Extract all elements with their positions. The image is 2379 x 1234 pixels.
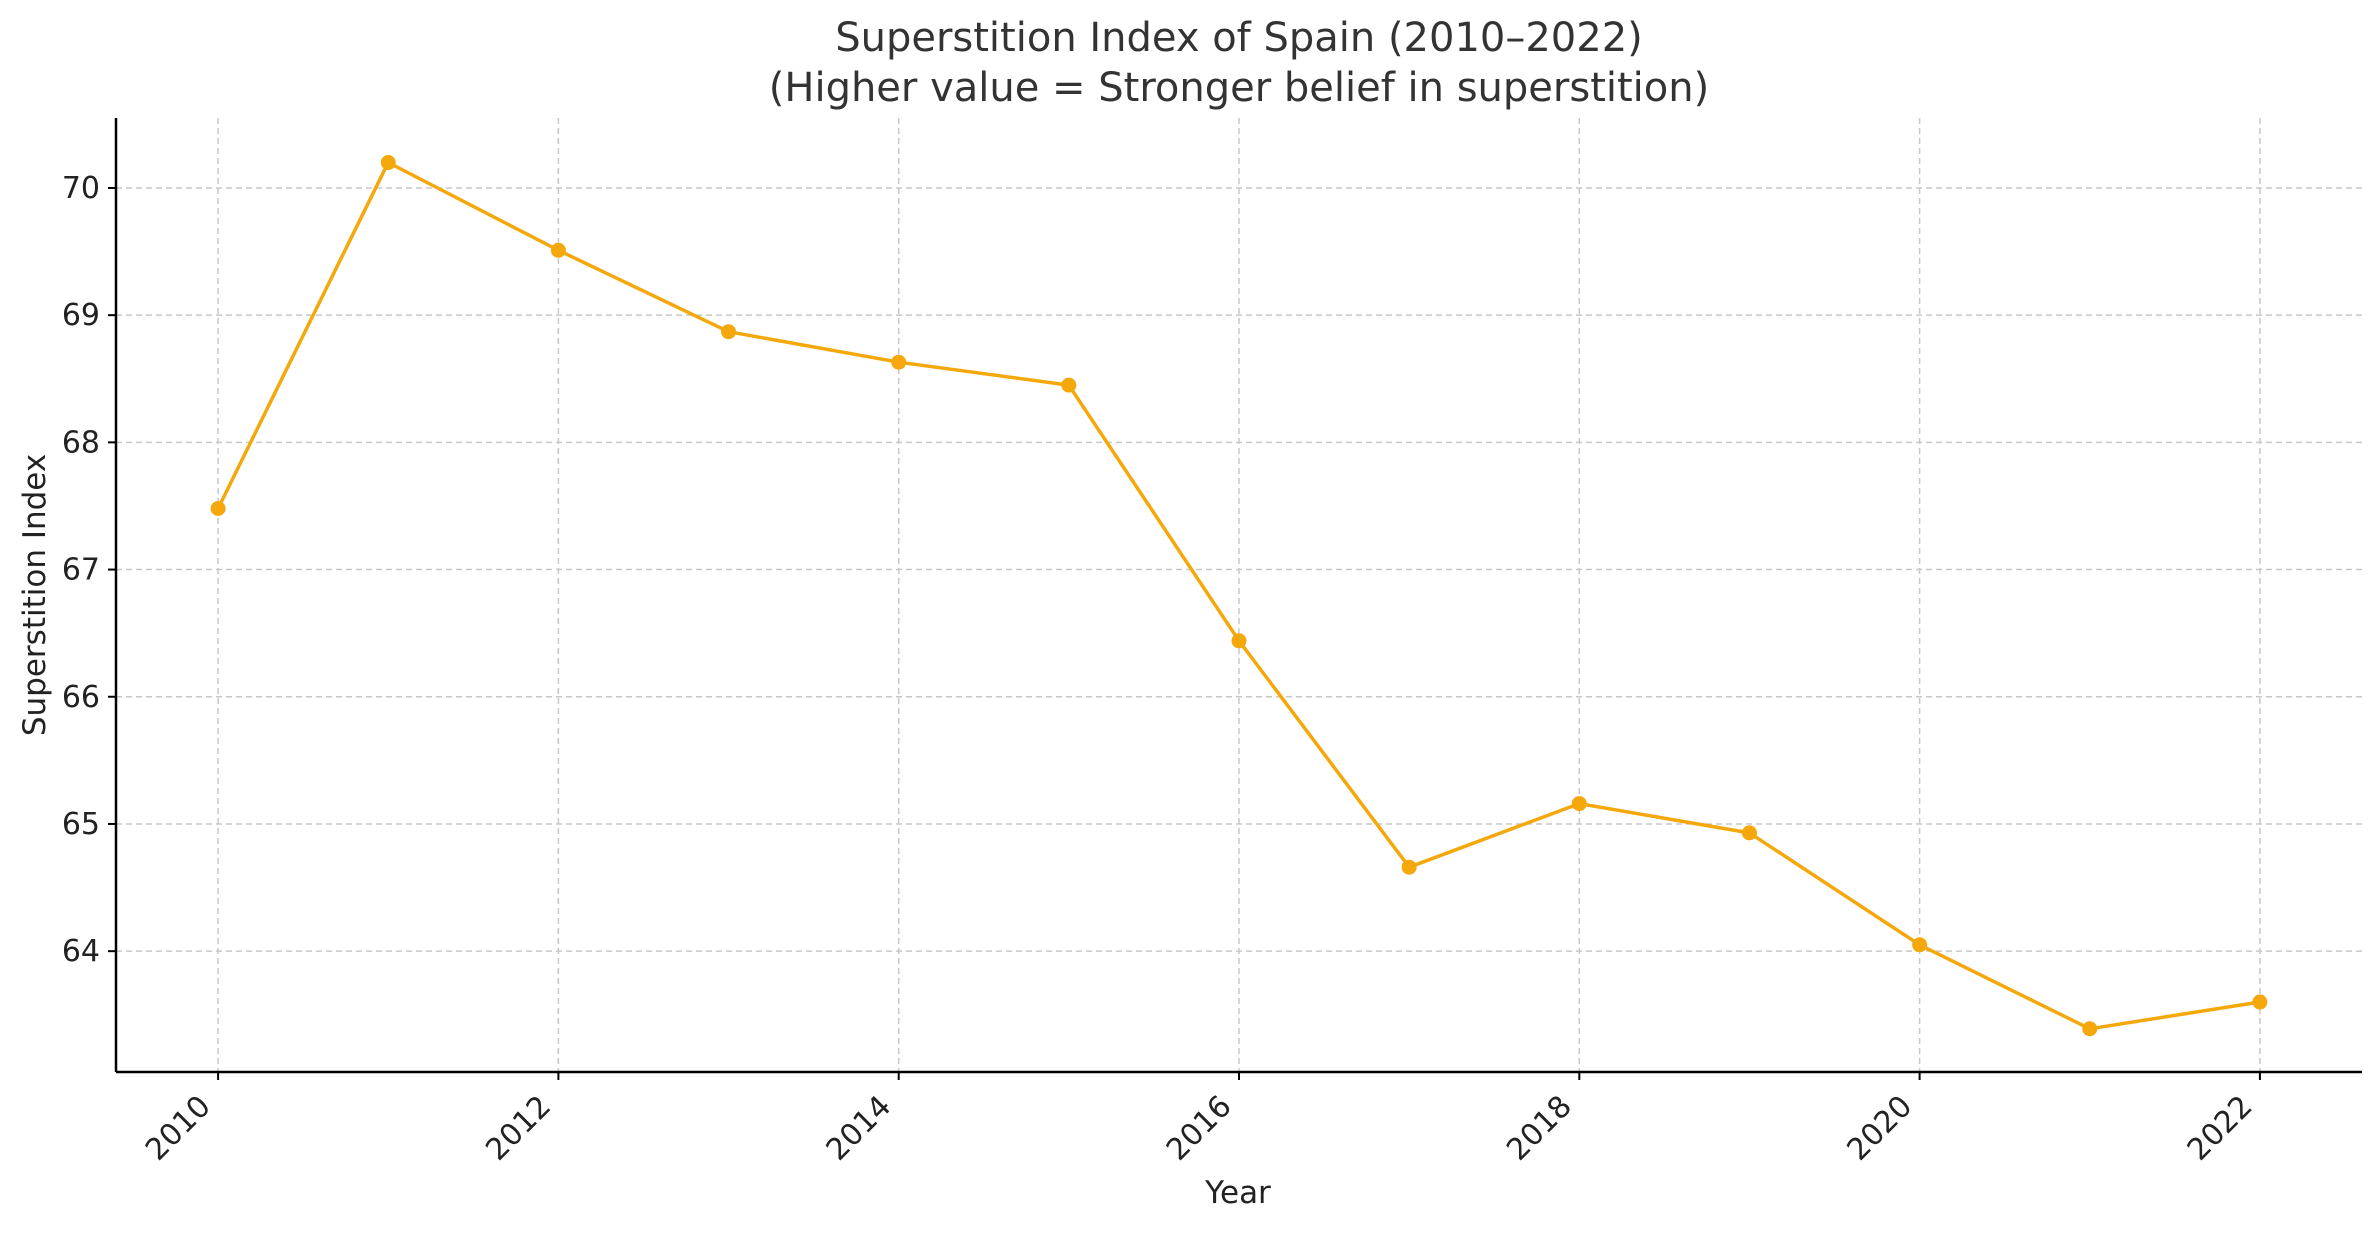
x-tick-label: 2010 bbox=[139, 1089, 218, 1168]
grid bbox=[116, 118, 2362, 1072]
data-point bbox=[380, 155, 396, 171]
y-tick-label: 69 bbox=[62, 298, 100, 333]
y-axis-label: Superstition Index bbox=[17, 454, 53, 736]
data-point bbox=[1401, 859, 1417, 875]
chart-title: Superstition Index of Spain (2010–2022) bbox=[835, 15, 1643, 61]
x-tick-label: 2018 bbox=[1500, 1089, 1579, 1168]
data-point bbox=[1912, 937, 1928, 953]
x-axis-label: Year bbox=[1204, 1175, 1271, 1211]
y-tick-label: 64 bbox=[62, 934, 100, 969]
x-tick-label: 2022 bbox=[2181, 1089, 2260, 1168]
data-point bbox=[210, 501, 226, 517]
data-point bbox=[550, 242, 566, 258]
x-tick-label: 2020 bbox=[1841, 1089, 1920, 1168]
series bbox=[210, 155, 2268, 1037]
y-tick-label: 66 bbox=[62, 680, 100, 715]
data-point bbox=[721, 324, 737, 340]
y-tick-label: 70 bbox=[62, 171, 100, 206]
x-tick-label: 2016 bbox=[1160, 1089, 1239, 1168]
x-tick-label: 2014 bbox=[820, 1089, 899, 1168]
data-point bbox=[1741, 825, 1757, 841]
data-point bbox=[2082, 1021, 2098, 1037]
chart-subtitle: (Higher value = Stronger belief in super… bbox=[769, 65, 1709, 111]
y-tick-label: 65 bbox=[62, 807, 100, 842]
data-point bbox=[1571, 796, 1587, 812]
tick-labels: 64 65 66 67 68 69 70 2010 2012 2014 2016 2018 2020 20… bbox=[62, 171, 2260, 1168]
axes bbox=[108, 118, 2362, 1080]
y-tick-label: 68 bbox=[62, 425, 100, 460]
x-tick-label: 2012 bbox=[479, 1089, 558, 1168]
data-point bbox=[1061, 377, 1077, 393]
y-tick-label: 67 bbox=[62, 553, 100, 588]
data-point bbox=[1231, 633, 1247, 649]
data-point bbox=[891, 354, 907, 370]
data-point bbox=[2252, 994, 2268, 1010]
